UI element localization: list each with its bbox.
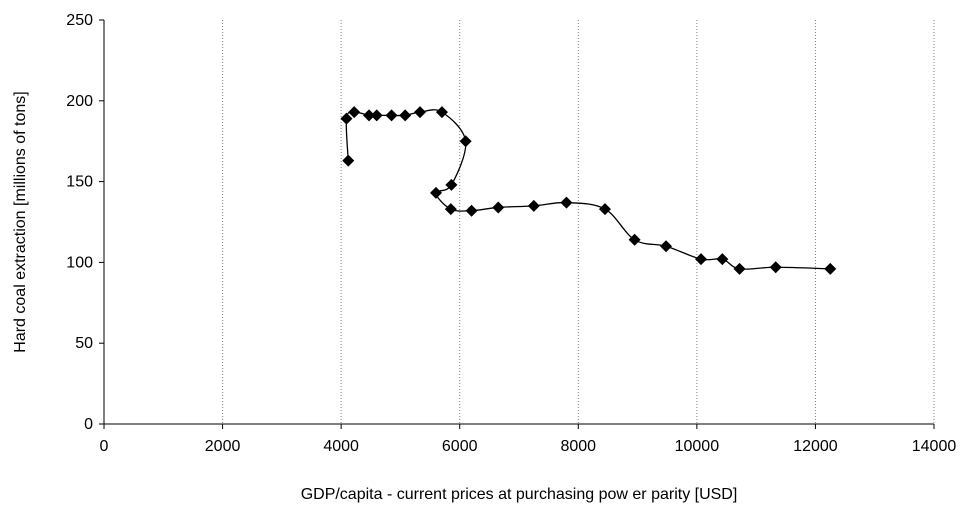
data-point [716, 253, 729, 266]
data-point [598, 203, 611, 216]
x-tick-label: 8000 [560, 438, 596, 455]
data-point [413, 106, 426, 119]
data-point [348, 106, 361, 119]
data-point [342, 154, 355, 167]
data-point [824, 262, 837, 275]
ticks: 0 2000 4000 6000 8000 10000 12000 14000 0 50 100 15… [66, 12, 956, 455]
data-point [399, 109, 412, 122]
data-point [695, 253, 708, 266]
data-point [444, 203, 457, 216]
axes [103, 20, 934, 425]
data-point [660, 240, 673, 253]
x-tick-label: 0 [100, 438, 109, 455]
y-tick-label: 100 [66, 254, 93, 271]
x-tick-label: 4000 [323, 438, 359, 455]
series-line [345, 109, 831, 270]
data-point [385, 109, 398, 122]
data-point [769, 261, 782, 274]
data-point [370, 109, 383, 122]
y-axis-title: Hard coal extraction [millions of tons] [12, 91, 29, 352]
data-point [492, 201, 505, 214]
y-tick-label: 200 [66, 93, 93, 110]
data-point [430, 186, 442, 199]
x-tick-label: 6000 [442, 438, 478, 455]
gridlines [222, 20, 935, 424]
x-tick-label: 2000 [205, 438, 241, 455]
data-point [527, 199, 540, 212]
x-tick-label: 14000 [912, 438, 957, 455]
data-point [733, 262, 746, 275]
data-point [628, 233, 641, 246]
data-point [560, 196, 573, 209]
y-tick-label: 250 [66, 12, 93, 29]
x-axis-title: GDP/capita - current prices at purchasin… [301, 486, 738, 503]
y-tick-label: 50 [75, 335, 93, 352]
data-point [363, 109, 376, 122]
data-point [459, 135, 472, 148]
data-point [340, 112, 353, 125]
data-point [435, 106, 448, 119]
data-point [465, 204, 478, 217]
x-tick-label: 12000 [793, 438, 838, 455]
y-tick-label: 150 [66, 174, 93, 191]
y-tick-label: 0 [84, 416, 93, 433]
series [340, 106, 837, 275]
x-tick-label: 10000 [675, 438, 720, 455]
data-point [445, 178, 458, 191]
